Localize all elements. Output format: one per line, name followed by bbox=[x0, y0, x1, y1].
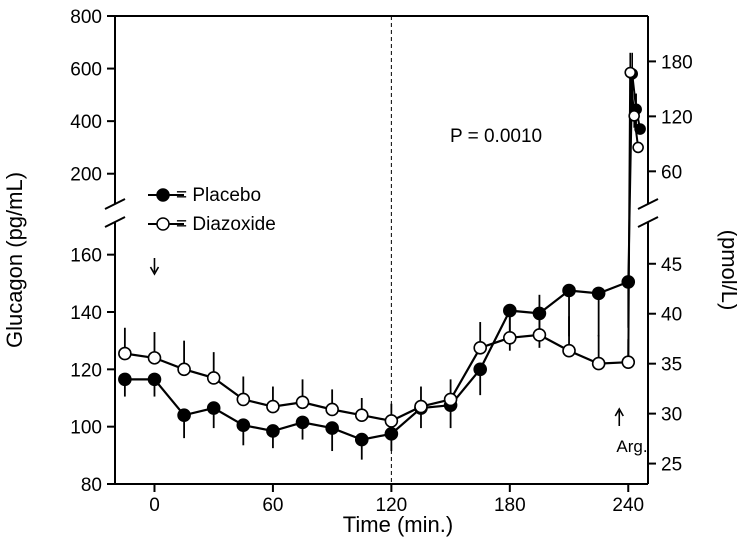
y-tick-label-right-upper: 60 bbox=[661, 162, 682, 183]
point-placebo bbox=[384, 427, 399, 441]
arg-label: Arg. bbox=[616, 437, 647, 456]
y-tick-label-left: 100 bbox=[70, 418, 102, 439]
legend-marker-diazoxide bbox=[156, 217, 170, 231]
point-upper-diazoxide bbox=[628, 110, 640, 122]
y-tick-label-right: 30 bbox=[661, 405, 682, 426]
point-placebo bbox=[325, 421, 339, 435]
x-tick-label: 60 bbox=[262, 495, 283, 516]
x-axis-label: Time (min.) bbox=[343, 512, 453, 537]
point-placebo bbox=[354, 432, 369, 447]
point-placebo bbox=[118, 372, 132, 387]
axis-break-mark bbox=[637, 198, 659, 210]
point-upper-diazoxide bbox=[632, 141, 644, 154]
axis-ticks: 0 60 120 180 240 80 100 120 140 160 200 400 600 800 25… bbox=[70, 7, 692, 516]
series-line-placebo bbox=[124, 280, 629, 441]
point-diazoxide bbox=[325, 402, 339, 417]
y-tick-label-left: 160 bbox=[70, 246, 102, 267]
point-placebo bbox=[206, 401, 221, 415]
y-tick-label-left-upper: 400 bbox=[70, 112, 102, 133]
legend-label-placebo: = Placebo bbox=[176, 185, 261, 206]
axis-break-mark bbox=[637, 216, 659, 228]
point-diazoxide bbox=[266, 399, 280, 414]
point-diazoxide bbox=[443, 392, 458, 407]
point-diazoxide bbox=[503, 330, 517, 345]
y-tick-label-right: 45 bbox=[661, 255, 682, 276]
y-tick-label-left: 140 bbox=[70, 303, 102, 324]
y-axis-label-right: (pmol/L) bbox=[717, 230, 737, 311]
p-value-annotation: P = 0.0010 bbox=[450, 126, 542, 147]
y-tick-label-left: 80 bbox=[81, 475, 102, 496]
point-upper-diazoxide bbox=[624, 66, 637, 79]
point-diazoxide bbox=[236, 392, 251, 407]
axis-break-mark bbox=[104, 198, 126, 210]
point-diazoxide bbox=[295, 395, 310, 410]
data-series bbox=[118, 52, 646, 460]
y-axis-label-left: Glucagon (pg/mL) bbox=[2, 172, 27, 348]
y-tick-label-left-upper: 600 bbox=[70, 60, 102, 81]
x-tick-label: 180 bbox=[494, 495, 526, 516]
point-placebo bbox=[177, 408, 191, 423]
arrow-up-head bbox=[614, 407, 624, 417]
y-tick-label-right: 40 bbox=[661, 305, 682, 326]
x-tick-label: 240 bbox=[612, 495, 644, 516]
point-diazoxide bbox=[473, 341, 488, 355]
point-placebo bbox=[147, 372, 162, 387]
y-tick-label-right: 35 bbox=[661, 355, 682, 376]
point-diazoxide bbox=[532, 328, 547, 342]
point-diazoxide bbox=[147, 351, 162, 365]
point-placebo bbox=[591, 286, 606, 301]
axes-frame bbox=[104, 15, 659, 485]
point-diazoxide bbox=[384, 414, 399, 428]
point-diazoxide bbox=[206, 371, 221, 385]
point-diazoxide bbox=[591, 356, 606, 371]
axis-break-mark bbox=[104, 216, 126, 228]
y-tick-label-left-upper: 200 bbox=[70, 165, 102, 186]
legend: = Placebo = Diazoxide bbox=[148, 185, 276, 235]
point-placebo bbox=[473, 362, 488, 377]
point-diazoxide bbox=[621, 355, 636, 369]
legend-marker-placebo bbox=[156, 188, 170, 202]
y-tick-label-left-upper: 800 bbox=[70, 7, 102, 28]
point-diazoxide bbox=[354, 408, 369, 423]
x-tick-label: 120 bbox=[376, 495, 408, 516]
arrow-down-head bbox=[149, 266, 160, 276]
point-placebo bbox=[295, 415, 310, 430]
y-tick-label-left: 120 bbox=[70, 360, 102, 381]
legend-label-diazoxide: = Diazoxide bbox=[176, 214, 276, 235]
point-diazoxide bbox=[177, 362, 191, 377]
y-tick-label-right-upper: 120 bbox=[661, 107, 693, 128]
point-diazoxide bbox=[414, 399, 428, 414]
series-line-upper-diazoxide bbox=[627, 72, 640, 363]
y-tick-label-right-upper: 180 bbox=[661, 52, 693, 73]
point-placebo bbox=[562, 283, 576, 298]
x-tick-label: 0 bbox=[149, 495, 160, 516]
y-tick-label-right: 25 bbox=[661, 455, 682, 476]
point-placebo bbox=[236, 418, 251, 433]
series-line-diazoxide bbox=[124, 333, 629, 423]
point-diazoxide bbox=[118, 346, 132, 361]
point-diazoxide bbox=[562, 343, 576, 358]
point-placebo bbox=[266, 424, 280, 438]
